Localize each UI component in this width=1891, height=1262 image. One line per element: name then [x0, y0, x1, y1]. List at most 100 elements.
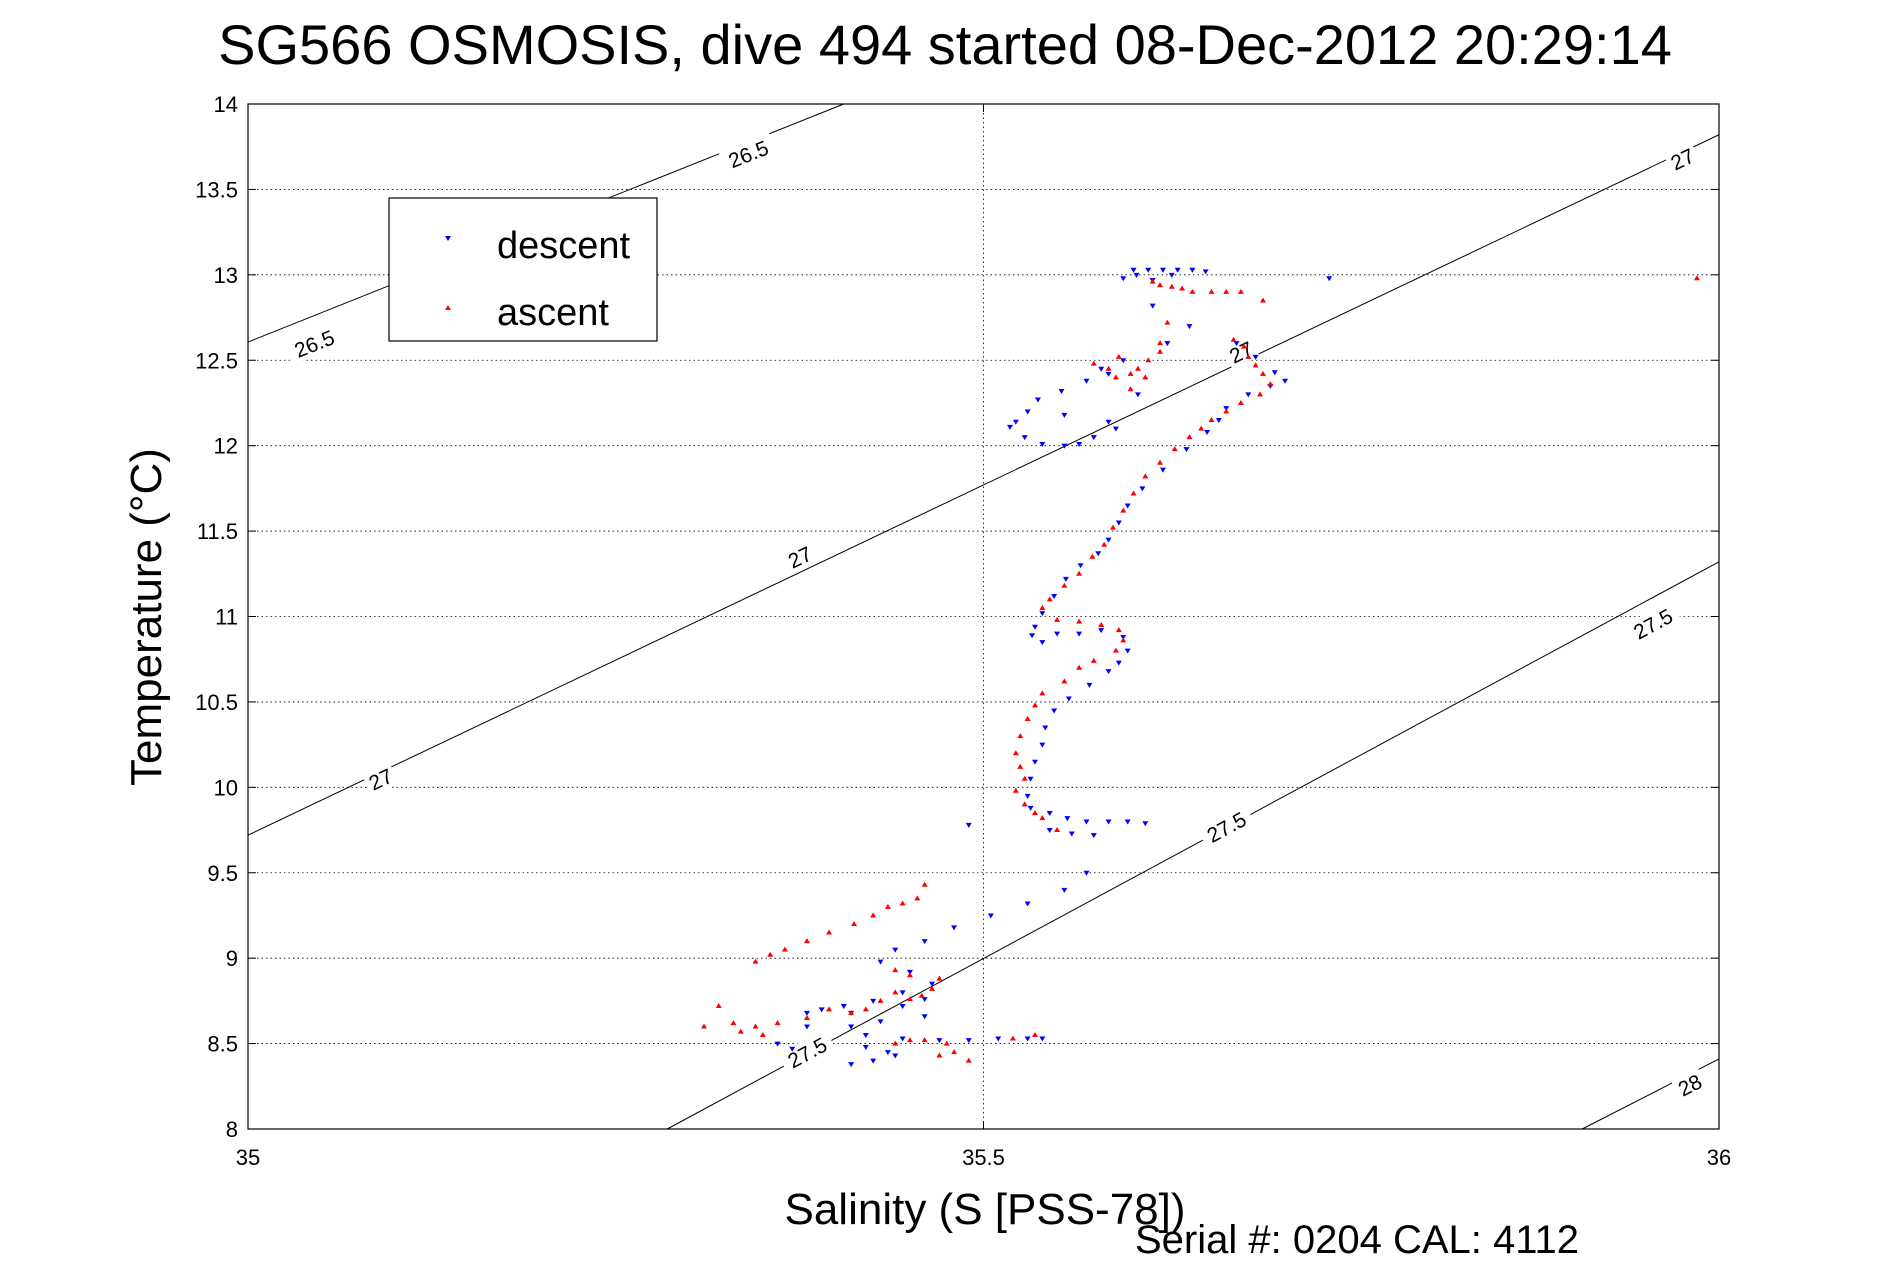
legend-ascent-marker	[445, 305, 451, 310]
descent-point	[1124, 648, 1131, 654]
y-axis-label: Temperature (°C)	[122, 448, 171, 786]
descent-point	[1039, 441, 1046, 447]
descent-point	[1090, 435, 1097, 441]
ascent-point	[936, 975, 943, 981]
serial-cal-footer: Serial #: 0204 CAL: 4112	[1135, 1218, 1579, 1262]
ascent-point	[730, 1020, 737, 1026]
descent-point	[892, 1053, 899, 1059]
ascent-point	[1112, 374, 1119, 380]
ascent-point	[877, 997, 884, 1003]
descent-point	[1098, 628, 1105, 634]
descent-point	[1159, 467, 1166, 473]
ascent-point	[921, 881, 928, 887]
descent-point	[1046, 810, 1053, 816]
descent-point	[1159, 267, 1166, 273]
ascent-point	[1061, 582, 1068, 588]
ascent-point	[1076, 570, 1083, 576]
ascent-point	[803, 938, 810, 944]
descent-point	[1039, 1036, 1046, 1042]
descent-point	[921, 1014, 928, 1020]
ascent-point	[759, 1032, 766, 1038]
ascent-point	[1039, 815, 1046, 821]
ascent-point	[1012, 787, 1019, 793]
ascent-point	[752, 1023, 759, 1029]
descent-point	[1086, 682, 1093, 688]
ascent-point	[929, 985, 936, 991]
descent-point	[965, 1038, 972, 1044]
ascent-point	[1021, 775, 1028, 781]
ascent-point	[1061, 678, 1068, 684]
descent-point	[951, 925, 958, 931]
descent-point	[892, 947, 899, 953]
descent-point	[1027, 805, 1034, 811]
descent-point	[1039, 611, 1046, 617]
legend: descent ascent	[388, 197, 658, 342]
isopycnal-label: 27	[361, 761, 400, 797]
ascent-point	[892, 967, 899, 973]
ascent-point	[1076, 664, 1083, 670]
descent-point	[1062, 576, 1069, 582]
descent-point	[1083, 870, 1090, 876]
descent-point	[899, 1036, 906, 1042]
ascent-point	[918, 992, 925, 998]
y-tick-label: 13.5	[195, 177, 238, 202]
ascent-point	[1105, 365, 1112, 371]
descent-point	[1105, 669, 1112, 675]
descent-point	[1124, 819, 1131, 825]
ascent-point	[1046, 596, 1053, 602]
descent-point	[1115, 660, 1122, 666]
descent-point	[1095, 551, 1102, 557]
descent-point	[1326, 276, 1333, 282]
ascent-point	[1090, 657, 1097, 663]
descent-point	[1124, 503, 1131, 509]
ascent-point	[1017, 763, 1024, 769]
descent-point	[1105, 819, 1112, 825]
ascent-point	[906, 1037, 913, 1043]
descent-point	[1058, 389, 1065, 394]
y-tick-label: 11.5	[197, 519, 238, 544]
descent-point	[803, 1024, 810, 1030]
ascent-point	[1009, 1035, 1016, 1041]
descent-point	[995, 1036, 1002, 1042]
ascent-point	[1693, 275, 1700, 281]
ascent-point	[1240, 343, 1247, 349]
descent-point	[1068, 831, 1075, 837]
descent-point	[1233, 341, 1240, 347]
y-tick-label: 12	[214, 434, 238, 459]
ascent-point	[892, 989, 899, 995]
ascent-point	[1115, 353, 1122, 359]
ascent-point	[1230, 336, 1237, 342]
descent-point	[848, 1062, 855, 1068]
legend-descent-label: descent	[497, 225, 631, 267]
ascent-point	[1267, 381, 1274, 387]
descent-point	[1024, 901, 1031, 907]
data-points	[701, 267, 1700, 1068]
descent-point	[1064, 816, 1071, 822]
ascent-point	[1208, 288, 1215, 294]
descent-point	[1024, 409, 1031, 415]
ascent-point	[1115, 627, 1122, 633]
descent-point	[1076, 631, 1083, 637]
ascent-point	[1017, 733, 1024, 739]
ascent-point	[1127, 386, 1134, 392]
ascent-point	[892, 1040, 899, 1046]
ascent-point	[1012, 750, 1019, 756]
ascent-point	[1164, 319, 1171, 325]
ascent-point	[1054, 827, 1061, 833]
y-tick-label: 14	[214, 92, 238, 117]
ascent-point	[1149, 278, 1156, 284]
ascent-point	[1252, 362, 1259, 368]
ascent-point	[899, 900, 906, 906]
descent-point	[1145, 267, 1152, 273]
ascent-point	[1039, 690, 1046, 696]
descent-point	[1245, 392, 1252, 398]
ascent-point	[1031, 702, 1038, 708]
ascent-point	[1259, 370, 1266, 376]
descent-point	[921, 997, 928, 1003]
ascent-point	[951, 1049, 958, 1055]
descent-point	[1076, 441, 1083, 447]
ascent-point	[1223, 408, 1230, 414]
isopycnal-label: 28	[1670, 1067, 1709, 1103]
ascent-point	[1076, 618, 1083, 624]
ascent-point	[1168, 283, 1175, 289]
